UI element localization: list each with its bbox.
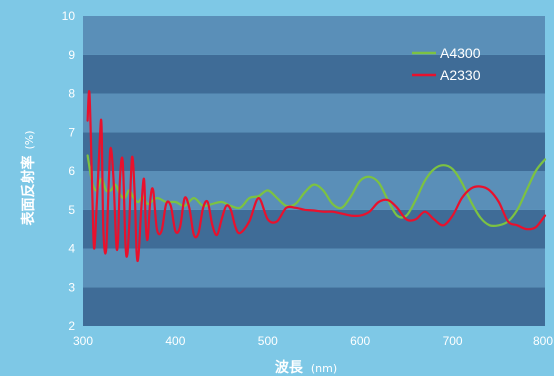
x-tick-label: 600: [350, 334, 370, 348]
x-tick-label: 500: [258, 334, 278, 348]
x-tick-label: 800: [533, 334, 553, 348]
x-axis-unit: (nm): [311, 362, 337, 375]
x-tick-label: 300: [73, 334, 93, 348]
plot-band: [83, 209, 545, 249]
y-tick-label: 9: [68, 48, 75, 62]
series-line-a2330: [86, 90, 547, 263]
x-tick-label: 700: [443, 334, 463, 348]
y-axis-label: 表面反射率: [20, 156, 37, 227]
legend-label-a2330: A2330: [440, 67, 481, 83]
y-tick-label: 4: [68, 242, 75, 256]
plot-band: [83, 132, 545, 171]
x-axis-ticks: 300 400 500 600 700 800: [73, 334, 553, 348]
y-tick-label: 5: [68, 203, 75, 217]
legend: A4300 A2330: [412, 45, 481, 83]
plot-band: [83, 54, 545, 94]
y-tick-label: 7: [68, 125, 75, 139]
y-axis-title: 表面反射率 (%): [20, 130, 37, 226]
plot-band: [83, 248, 545, 288]
y-axis-unit: (%): [23, 130, 36, 149]
data-series-lines: [86, 90, 547, 263]
x-axis-title: 波長 (nm): [275, 359, 337, 376]
y-tick-label: 10: [62, 9, 76, 23]
plot-band: [83, 287, 545, 326]
plot-band: [83, 16, 545, 55]
y-tick-label: 2: [68, 319, 75, 333]
x-axis-label: 波長: [275, 359, 304, 376]
y-tick-label: 3: [68, 280, 75, 294]
legend-label-a4300: A4300: [440, 45, 481, 61]
plot-band: [83, 93, 545, 133]
plot-area-bands: [83, 16, 545, 326]
y-tick-label: 6: [68, 164, 75, 178]
y-tick-label: 8: [68, 87, 75, 101]
x-tick-label: 400: [165, 334, 185, 348]
y-axis-ticks: 2 3 4 5 6 7 8 9 10: [62, 9, 76, 333]
